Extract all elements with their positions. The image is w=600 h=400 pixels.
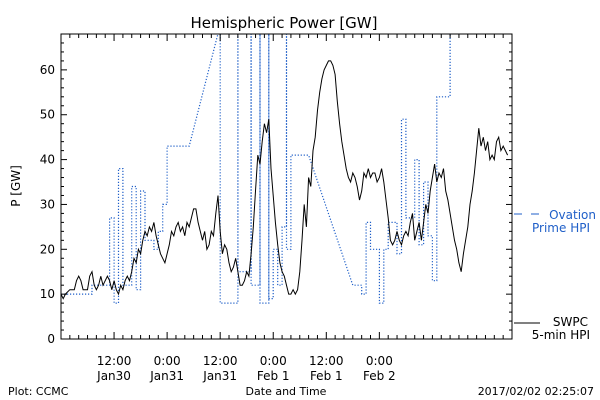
y-tick-label: 50 xyxy=(40,108,55,122)
x-axis-label: Date and Time xyxy=(246,385,327,398)
y-tick-label: 20 xyxy=(40,242,55,256)
y-tick-label: 10 xyxy=(40,287,55,301)
x-tick-label-time: 0:00 xyxy=(366,354,393,368)
y-axis: 0 10 20 30 40 50 60 xyxy=(40,33,512,346)
series-line-1 xyxy=(61,34,451,304)
x-tick-label-date: Feb 1 xyxy=(257,369,290,383)
x-tick-label-time: 0:00 xyxy=(260,354,287,368)
x-tick-label-time: 0:00 xyxy=(154,354,181,368)
x-tick-label-time: 12:00 xyxy=(309,354,344,368)
y-tick-label: 60 xyxy=(40,63,55,77)
plot-credit: Plot: CCMC xyxy=(8,385,69,398)
x-tick-label-time: 12:00 xyxy=(203,354,238,368)
y-tick-label: 0 xyxy=(47,332,55,346)
chart-title: Hemispheric Power [GW] xyxy=(191,14,378,32)
y-tick-label: 40 xyxy=(40,153,55,167)
legend-ovation-line2: Prime HPI xyxy=(532,221,590,235)
x-tick-label-date: Jan31 xyxy=(202,369,237,383)
y-axis-label: P [GW] xyxy=(9,165,23,207)
x-tick-label-date: Feb 1 xyxy=(310,369,343,383)
legend-swpc-line1: SWPC xyxy=(553,315,588,329)
x-tick-label-time: 12:00 xyxy=(97,354,132,368)
y-tick-label: 30 xyxy=(40,197,55,211)
legend-swpc-line2: 5-min HPI xyxy=(532,328,590,342)
x-tick-label-date: Jan30 xyxy=(96,369,131,383)
timestamp: 2017/02/02 02:25:07 xyxy=(478,385,594,398)
legend-ovation-line1: Ovation xyxy=(549,208,596,222)
x-tick-label-date: Feb 2 xyxy=(363,369,396,383)
plot-traces xyxy=(61,34,509,304)
series-line-0 xyxy=(61,60,509,300)
x-tick-label-date: Jan31 xyxy=(149,369,184,383)
